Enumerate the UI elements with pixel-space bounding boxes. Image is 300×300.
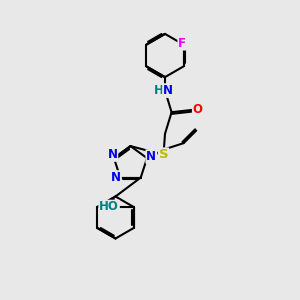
Text: N: N — [111, 171, 121, 184]
Text: O: O — [193, 103, 203, 116]
Text: N: N — [146, 150, 156, 163]
Text: HO: HO — [99, 200, 119, 214]
Text: F: F — [178, 37, 186, 50]
Text: S: S — [159, 148, 168, 161]
Text: N: N — [163, 84, 173, 97]
Text: H: H — [154, 84, 163, 97]
Text: N: N — [107, 148, 118, 161]
